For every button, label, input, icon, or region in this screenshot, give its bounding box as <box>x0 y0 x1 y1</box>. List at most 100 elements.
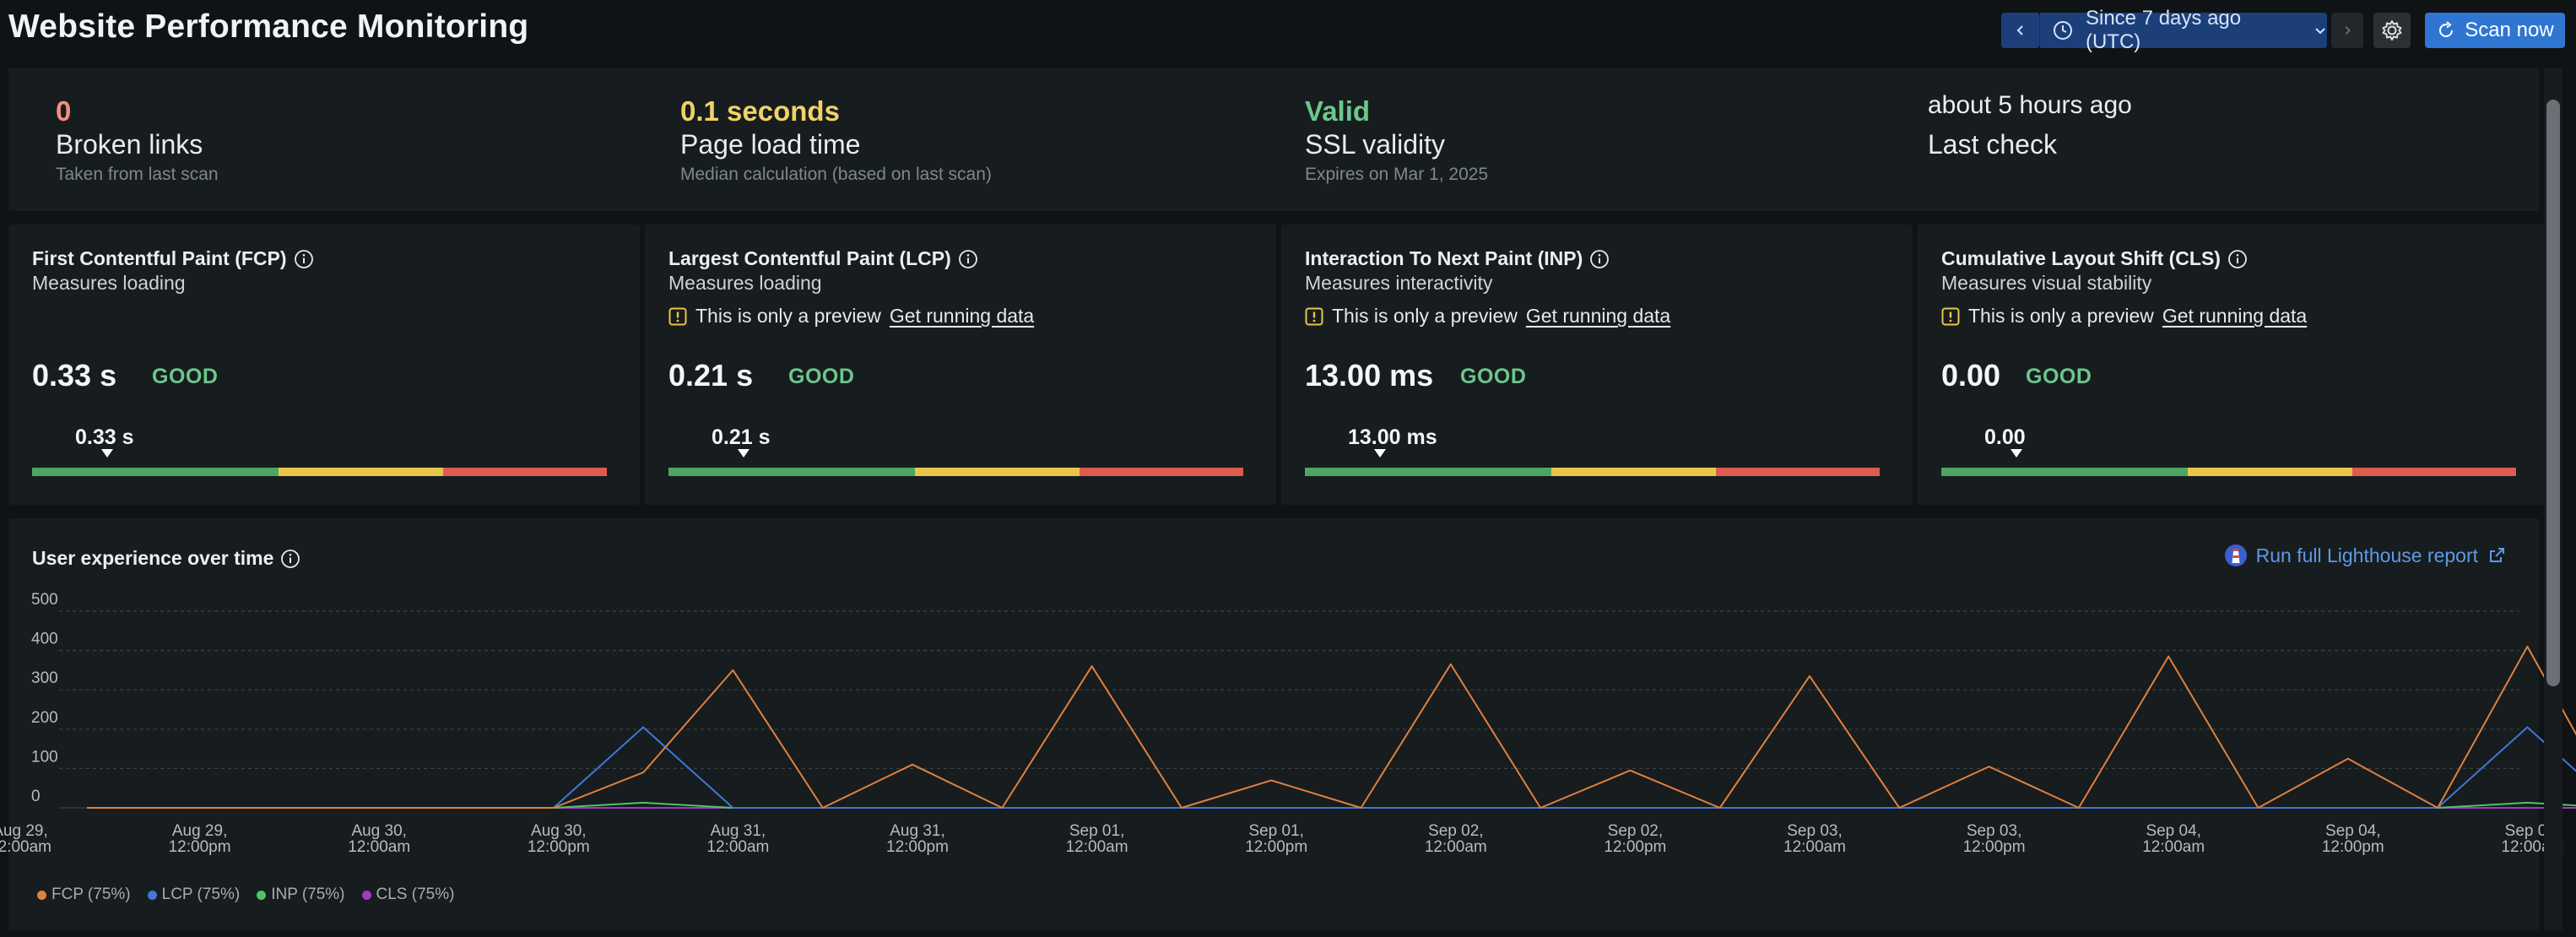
summary-label: Broken links <box>56 129 203 160</box>
series-line <box>87 726 2576 809</box>
y-tick-label: 300 <box>31 669 58 687</box>
y-tick-label: 100 <box>31 748 58 766</box>
legend-dot <box>147 890 157 900</box>
metric-card: Cumulative Layout Shift (CLS) Measures vi… <box>1918 225 2549 505</box>
refresh-icon <box>2439 21 2454 37</box>
info-icon[interactable] <box>280 549 300 569</box>
metric-value: 0.21 s <box>668 358 754 393</box>
poor-segment <box>1716 468 1880 476</box>
gear-icon <box>2382 20 2402 41</box>
metric-title: Cumulative Layout Shift (CLS) <box>1941 247 2248 270</box>
metric-threshold-bar <box>1941 468 2516 476</box>
summary-label: SSL validity <box>1305 129 1445 160</box>
metric-value: 0.00 <box>1941 358 2001 393</box>
poor-segment <box>1080 468 1243 476</box>
metric-marker-arrow <box>2010 449 2022 458</box>
metric-marker-label: 0.00 <box>1984 425 2026 449</box>
good-segment <box>1305 468 1551 476</box>
warning-icon <box>1941 307 1960 325</box>
chevron-right-icon <box>2345 26 2351 35</box>
warning-icon <box>668 307 687 325</box>
get-running-data-link[interactable]: Get running data <box>2162 305 2308 327</box>
summary-value: about 5 hours ago <box>1928 91 2132 119</box>
x-tick-label: Sep 04, 12:00am <box>2142 822 2205 856</box>
x-tick-label: Sep 02, 12:00pm <box>1604 822 1666 856</box>
info-icon[interactable] <box>958 249 978 269</box>
x-tick-label: Sep 01, 12:00pm <box>1245 822 1307 856</box>
summary-subtext: Median calculation (based on last scan) <box>680 165 992 184</box>
info-icon[interactable] <box>1589 249 1610 269</box>
summary-value: Valid <box>1305 95 1371 127</box>
chart-title-text: User experience over time <box>32 547 274 569</box>
legend-item[interactable]: LCP (75%) <box>147 886 241 904</box>
metric-marker-arrow <box>738 449 750 458</box>
chart-legend: FCP (75%) LCP (75%) INP (75%) CLS (75%) <box>37 886 454 904</box>
chart-title: User experience over time <box>32 547 300 570</box>
poor-segment <box>443 468 607 476</box>
metric-marker-label: 0.33 s <box>75 425 134 449</box>
legend-item[interactable]: FCP (75%) <box>37 886 131 904</box>
info-icon[interactable] <box>294 249 314 269</box>
legend-dot <box>257 890 267 900</box>
previous-range-button[interactable] <box>2001 13 2040 48</box>
good-segment <box>668 468 915 476</box>
legend-dot <box>37 890 46 900</box>
lighthouse-link-label: Run full Lighthouse report <box>2255 544 2478 566</box>
metric-marker-label: 0.21 s <box>712 425 771 449</box>
x-tick-label: Aug 31, 12:00am <box>706 822 769 856</box>
x-tick-label: Sep 01, 12:00am <box>1066 822 1128 856</box>
metric-title: Largest Contentful Paint (LCP) <box>668 247 978 270</box>
scan-now-button[interactable]: Scan now <box>2425 13 2565 48</box>
preview-warning-text: This is only a preview <box>695 305 881 327</box>
legend-label: INP (75%) <box>271 886 345 903</box>
metric-title-text: First Contentful Paint (FCP) <box>32 247 287 269</box>
get-running-data-link[interactable]: Get running data <box>1525 305 1671 327</box>
preview-warning-text: This is only a preview <box>1332 305 1518 327</box>
scrollbar-thumb[interactable] <box>2546 100 2560 686</box>
metric-subtitle: Measures loading <box>32 272 186 294</box>
good-segment <box>32 468 279 476</box>
x-tick-label: Sep 04, 12:00pm <box>2322 822 2384 856</box>
x-tick-label: Aug 29, 12:00pm <box>169 822 231 856</box>
x-tick-label: Aug 30, 12:00am <box>348 822 410 856</box>
good-segment <box>1941 468 2188 476</box>
x-tick-label: Aug 29,12:00am <box>0 822 51 856</box>
x-tick-label: Sep 03, 12:00pm <box>1963 822 2026 856</box>
summary-label: Page load time <box>680 129 861 160</box>
summary-panel: 0 Broken links Taken from last scan 0.1 sec… <box>8 68 2539 211</box>
scan-now-label: Scan now <box>2465 19 2554 41</box>
chevron-down-icon <box>2315 28 2325 35</box>
time-range-dropdown[interactable]: Since 7 days ago (UTC) <box>2040 7 2327 53</box>
summary-value: 0 <box>56 95 72 127</box>
metric-threshold-bar <box>668 468 1243 476</box>
settings-button[interactable] <box>2373 13 2411 48</box>
legend-item[interactable]: INP (75%) <box>257 886 345 904</box>
lighthouse-report-link[interactable]: Run full Lighthouse report <box>2224 544 2507 567</box>
summary-subtext: Expires on Mar 1, 2025 <box>1305 165 1489 184</box>
summary-label: Last check <box>1928 129 2057 160</box>
needs-improvement-segment <box>279 468 443 476</box>
summary-value: 0.1 seconds <box>680 95 840 127</box>
y-tick-label: 500 <box>31 591 58 609</box>
external-link-icon <box>2490 548 2504 562</box>
legend-label: LCP (75%) <box>161 886 241 903</box>
metric-title-text: Cumulative Layout Shift (CLS) <box>1941 247 2221 269</box>
warning-icon <box>1305 307 1323 325</box>
x-tick-label: Sep 03, 12:00am <box>1783 822 1846 856</box>
poor-segment <box>2352 468 2516 476</box>
y-tick-label: 0 <box>31 788 41 805</box>
metric-rating: GOOD <box>2026 365 2092 388</box>
get-running-data-link[interactable]: Get running data <box>889 305 1035 327</box>
next-range-button[interactable] <box>2331 13 2363 48</box>
metric-title: First Contentful Paint (FCP) <box>32 247 314 270</box>
preview-warning: This is only a preview Get running data <box>1941 305 2307 328</box>
x-tick-label: Sep 02, 12:00am <box>1425 822 1487 856</box>
info-icon[interactable] <box>2227 249 2248 269</box>
legend-dot <box>361 890 371 900</box>
user-experience-chart-panel: User experience over time Run full Light… <box>8 518 2539 930</box>
metric-marker-arrow <box>101 449 113 458</box>
metric-rating: GOOD <box>788 365 855 388</box>
clock-icon <box>2053 21 2072 40</box>
legend-item[interactable]: CLS (75%) <box>361 886 454 904</box>
